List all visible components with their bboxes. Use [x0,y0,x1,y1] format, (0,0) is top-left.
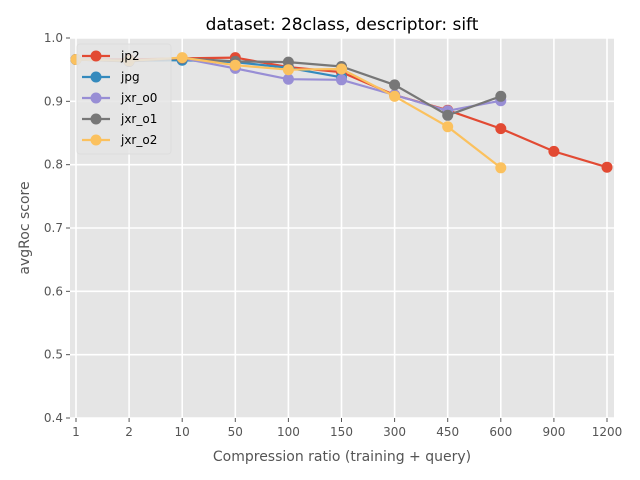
x-tick-label: 2 [125,425,133,439]
data-point [495,90,507,102]
legend-swatch-marker [90,50,102,62]
legend-box [76,43,172,155]
y-tick-label: 0.8 [44,158,63,172]
data-point [176,52,188,64]
legend-item-jxr_o2: jxr_o2 [82,133,157,147]
chart-title: dataset: 28class, descriptor: sift [206,15,479,35]
legend-swatch-marker [90,113,102,125]
legend-item-jxr_o0: jxr_o0 [82,91,157,105]
legend-item-jxr_o1: jxr_o1 [82,112,157,126]
data-point [601,161,613,173]
data-point [389,90,401,102]
x-tick-label: 150 [330,425,353,439]
legend-swatch-marker [90,92,102,104]
data-point [495,162,507,174]
data-point [282,64,294,76]
x-tick-label: 1200 [592,425,623,439]
x-tick-label: 600 [489,425,512,439]
x-tick-label: 10 [175,425,190,439]
y-tick-label: 1.0 [44,31,63,45]
legend-label: jpg [120,70,140,84]
y-tick-label: 0.9 [44,94,63,108]
data-point [282,73,294,85]
data-point [495,123,507,135]
data-point [442,121,454,133]
legend: jp2 jpg jxr_o0 jxr_o1 jxr_o2 [76,43,172,155]
y-tick-label: 0.7 [44,221,63,235]
data-point [389,79,401,91]
data-point [442,109,454,121]
legend-label: jxr_o0 [120,91,157,105]
x-tick-label: 900 [542,425,565,439]
x-tick-label: 450 [436,425,459,439]
x-tick-label: 100 [277,425,300,439]
y-tick-label: 0.6 [44,284,63,298]
legend-item-jp2: jp2 [82,49,140,63]
data-point [336,74,347,86]
x-tick-label: 50 [228,425,243,439]
legend-label: jxr_o2 [120,133,157,147]
legend-label: jp2 [120,49,140,63]
data-point [282,56,294,68]
data-point [548,145,560,157]
data-point [229,59,241,71]
legend-swatch-marker [90,71,102,83]
legend-swatch-marker [90,134,102,146]
legend-label: jxr_o1 [120,112,157,126]
data-point [336,63,347,75]
x-axis-label: Compression ratio (training + query) [213,449,471,465]
legend-item-jpg: jpg [82,70,140,84]
x-axis-ticks: 1 2 10 50 100 150 300 450 600 900 1200 [72,418,622,439]
x-tick-label: 1 [72,425,80,439]
y-axis-ticks: 0.4 0.5 0.6 0.7 0.8 0.9 1.0 [44,31,70,425]
y-axis-label: avgRoc score [17,181,33,274]
y-tick-label: 0.5 [44,348,63,362]
y-tick-label: 0.4 [44,411,63,425]
x-tick-label: 300 [383,425,406,439]
